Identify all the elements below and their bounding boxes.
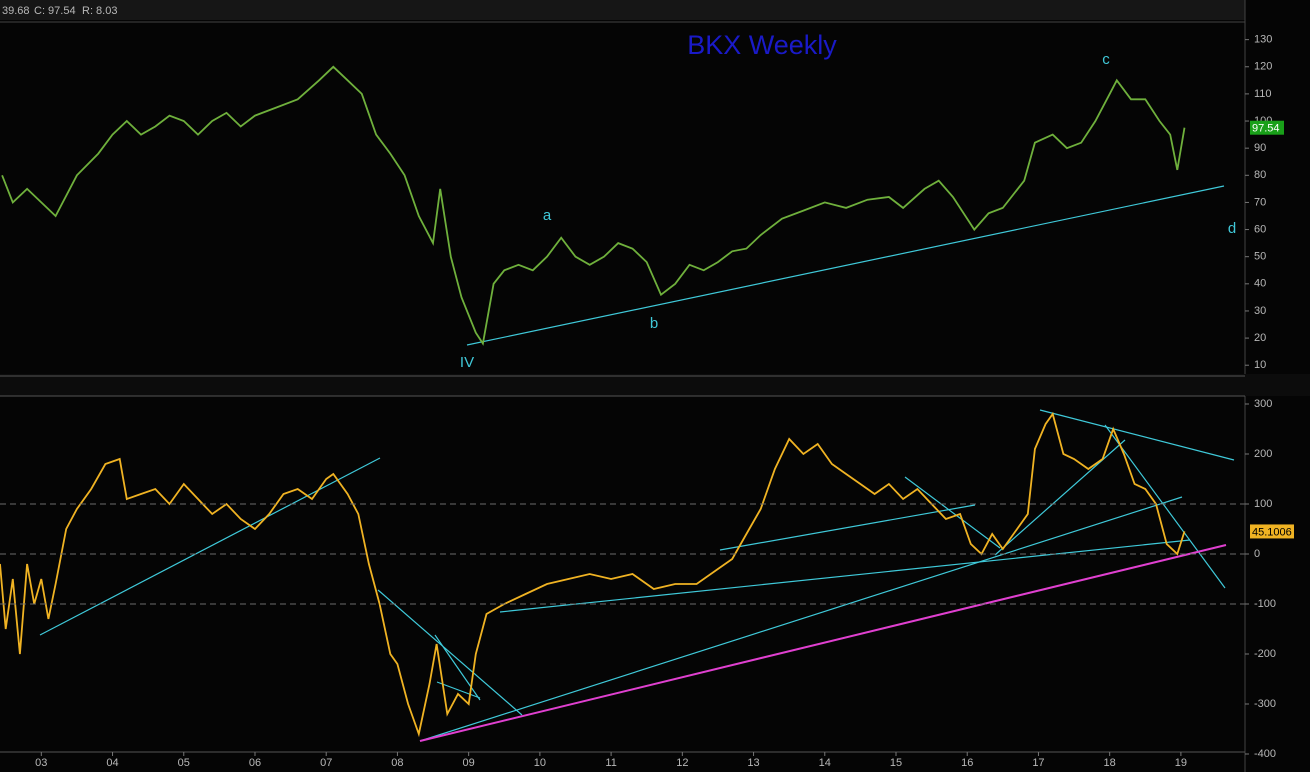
wave-label: b: [650, 315, 658, 332]
x-tick-label: 13: [747, 757, 759, 769]
trendline: [377, 589, 523, 716]
x-tick-label: 03: [35, 757, 47, 769]
y-tick-label: -300: [1254, 698, 1276, 710]
wave-label: c: [1102, 51, 1110, 68]
y-tick-label: 110: [1254, 88, 1272, 100]
y-tick-label: 0: [1254, 548, 1260, 560]
trendline: [719, 504, 976, 551]
series-line: [0, 411, 1186, 738]
y-tick-label: 50: [1254, 251, 1266, 263]
x-tick-label: 07: [320, 757, 332, 769]
x-tick-label: 19: [1175, 757, 1187, 769]
wave-label: IV: [460, 354, 474, 371]
y-tick-label: 200: [1254, 448, 1272, 460]
y-tick-label: 30: [1254, 305, 1266, 317]
y-tick-label: -400: [1254, 748, 1276, 760]
support-line: [419, 544, 1227, 742]
trendline: [436, 681, 481, 699]
y-tick-label: 40: [1254, 278, 1266, 290]
trendline: [499, 539, 1191, 613]
x-tick-label: 10: [534, 757, 546, 769]
wave-label: d: [1228, 220, 1236, 237]
y-tick-label: 120: [1254, 61, 1272, 73]
x-tick-label: 05: [178, 757, 190, 769]
y-tick-label: 60: [1254, 223, 1266, 235]
x-tick-label: 14: [819, 757, 831, 769]
x-tick-label: 08: [391, 757, 403, 769]
last-value-label: 45.1006: [1252, 526, 1292, 538]
header-low: 39.68: [2, 5, 30, 17]
y-tick-label: 300: [1254, 398, 1272, 410]
y-tick-label: 100: [1254, 498, 1272, 510]
last-value-box: [1250, 524, 1294, 539]
x-tick-label: 06: [249, 757, 261, 769]
header-bar: [0, 0, 1245, 20]
x-tick-label: 09: [463, 757, 475, 769]
trendline: [419, 496, 1183, 742]
x-tick-label: 04: [106, 757, 118, 769]
series-line: [1, 65, 1186, 346]
x-tick-label: 15: [890, 757, 902, 769]
x-tick-label: 16: [961, 757, 973, 769]
y-tick-label: 90: [1254, 142, 1266, 154]
y-tick-label: 20: [1254, 332, 1266, 344]
trendline: [904, 476, 1001, 549]
chart-title: BKX Weekly: [687, 30, 837, 60]
last-value-label: 97.54: [1252, 123, 1280, 135]
panel-separator: [0, 374, 1310, 396]
y-tick-label: 130: [1254, 34, 1272, 46]
y-tick-label: -100: [1254, 598, 1276, 610]
y-tick-label: 80: [1254, 169, 1266, 181]
y-tick-label: 10: [1254, 359, 1266, 371]
trendlines: [0, 65, 1235, 742]
trendline: [434, 634, 481, 701]
x-tick-label: 18: [1104, 757, 1116, 769]
x-tick-label: 11: [605, 757, 616, 769]
trendline: [1039, 409, 1235, 461]
x-tick-label: 17: [1032, 757, 1044, 769]
trendline: [39, 457, 381, 636]
y-tick-label: 70: [1254, 196, 1266, 208]
trendline: [466, 185, 1225, 346]
last-value-box: [1250, 120, 1284, 135]
trendline: [1104, 424, 1226, 589]
wave-label: a: [543, 207, 552, 224]
x-tick-label: 12: [676, 757, 688, 769]
header-range: R: 8.03: [82, 5, 117, 17]
y-tick-label: -200: [1254, 648, 1276, 660]
header-close: C: 97.54: [34, 5, 76, 17]
